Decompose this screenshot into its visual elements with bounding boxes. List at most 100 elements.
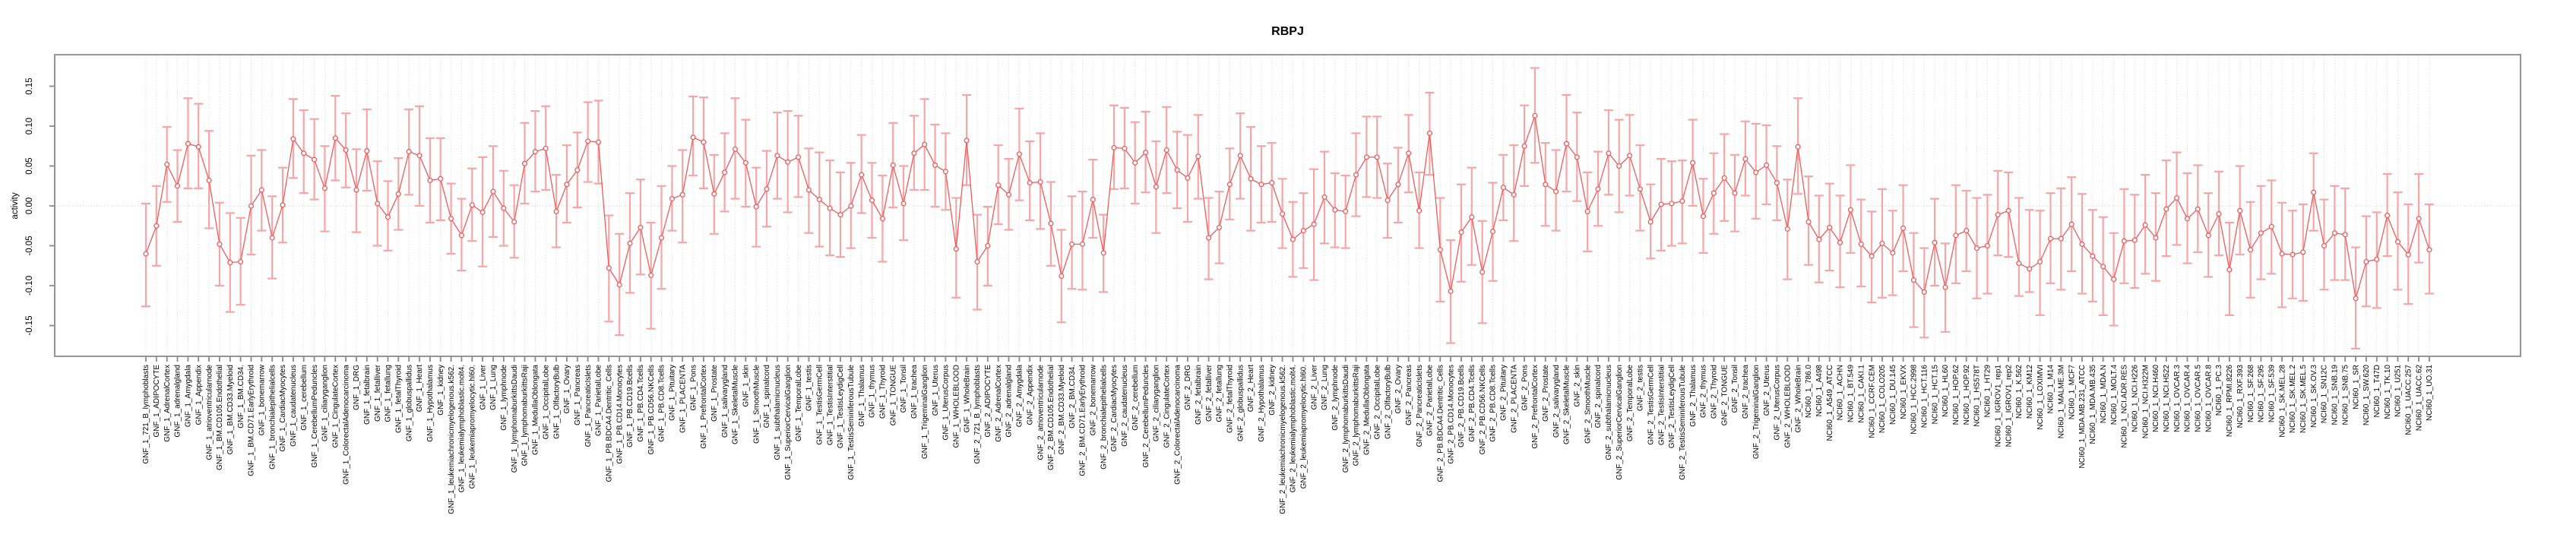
data-point [1059,273,1065,279]
data-point [1805,219,1812,225]
data-point [2279,251,2285,257]
data-point [1153,184,1159,190]
x-tick-label: GNF_1_Pons [689,365,698,411]
data-point [1984,242,1990,249]
x-tick-label: GNF_1_Heart [416,365,424,412]
x-tick-label: GNF_1_OlfactoryBulb [552,365,561,439]
x-tick-label: GNF_2_leukemialymphoblastic.molt4. [1290,365,1298,492]
x-tick-label: GNF_2_Uterus [1763,365,1771,416]
x-tick-label: GNF_1_SuperiorCervicalGanglion [784,365,793,480]
x-tick-label: NCI60_1_DU.145 [1889,365,1897,425]
data-point [585,138,591,144]
data-point [1753,169,1759,175]
x-tick-label: GNF_2_spinalcord [1594,365,1603,428]
x-tick-label: GNF_1_testis [805,365,814,411]
data-point [343,147,349,153]
x-tick-label: NCI60_1_LOXIMVI [2036,365,2045,430]
x-tick-label: GNF_1_lymphomaburkittsDaudi [511,365,519,473]
data-point [774,153,780,159]
data-point [385,214,391,220]
x-tick-label: GNF_2_fetalThyroid [1226,365,1235,433]
data-point [679,191,685,198]
x-tick-label: GNF_1_leukemiapromyelocytic.hl60. [469,365,477,489]
x-tick-label: GNF_1_TemporalLobe [795,365,803,442]
data-point [1248,175,1254,182]
data-point [217,241,223,247]
data-point [1016,151,1022,157]
x-tick-label: NCI60_1_UACC.62 [2415,365,2423,432]
x-tick-label: NCI60_1_HS578T [1973,365,1982,427]
data-point [532,149,538,155]
data-point [1100,250,1106,256]
data-point [1332,207,1338,213]
data-point [1932,239,1938,245]
x-tick-label: GNF_1_TestisSeminiferousTubule [847,365,856,480]
data-point [1637,186,1643,192]
data-point [1122,145,1128,151]
data-point [2385,213,2391,219]
x-tick-label: GNF_2_TestisLeydigCell [1668,365,1676,448]
data-point [2142,222,2148,228]
x-tick-label: GNF_2_atrioventricularnode [1036,365,1045,460]
data-point [1048,220,1054,226]
data-point [2047,236,2054,242]
data-point [1910,277,1916,283]
data-point [375,201,381,207]
error-bar [2014,197,2024,297]
x-tick-label: GNF_1_fetallung [385,365,393,422]
data-point [1679,198,1685,204]
x-tick-label: GNF_1_ColorectalAdenocarcinoma [342,365,350,485]
x-tick-label: GNF_1_721_B_lymphoblasts [142,365,150,464]
x-tick-label: NCI60_1_K.562 [2015,365,2024,419]
x-tick-label: GNF_1_Pituitary [669,365,677,421]
x-tick-label: NCI60_1_SF.268 [2247,365,2255,423]
x-tick-label: GNF_1_ParietalLobe [595,365,603,436]
data-point [1553,188,1559,194]
x-tick-label: GNF_1_CerebellumPeduncles [311,365,319,468]
data-point [1890,250,1896,256]
y-tick-label: 0.15 [25,77,34,94]
data-point [2131,237,2138,243]
x-tick-label: GNF_2_PB.CD19.Bcells [1457,365,1466,447]
data-point [1973,245,1980,251]
data-point [353,187,359,193]
data-point [1237,153,1243,159]
data-point [1816,236,1822,242]
x-tick-label: GNF_1_kidney [437,365,445,416]
data-point [1163,147,1169,153]
x-tick-label: GNF_1_PB.BDCA4.Dentritic_Cells [606,365,614,482]
x-tick-label: GNF_2_Tonsil [1731,365,1739,413]
x-tick-label: GNF_1_AdrenalCortex [163,365,172,442]
data-point [2342,232,2348,238]
data-point [1353,172,1359,178]
x-tick-label: GNF_1_WholeBrain [963,365,971,432]
data-point [1658,201,1664,207]
x-tick-label: GNF_1_leukemiachronicmyelogenous.k562. [448,365,456,514]
data-point [395,191,401,197]
data-point [1784,226,1790,232]
data-point [269,235,275,241]
data-point [1311,221,1317,227]
data-point [521,160,528,166]
data-point [1616,163,1622,169]
x-tick-label: GNF_1_BM.CD33.Myeloid [226,365,235,454]
x-tick-label: NCI60_1_SK.OV.3 [2310,365,2318,428]
data-point [1343,208,1349,214]
data-point [490,188,496,194]
x-tick-label: GNF_2_SkeletalMuscle [1563,365,1571,444]
x-tick-label: GNF_1_SmoothMuscle [752,365,761,444]
x-tick-label: NCI60_1_SW.620 [2362,365,2371,425]
x-tick-label: GNF_1_PrefrontalCortex [700,365,708,449]
x-tick-label: GNF_2_ColorectalAdenocarcinoma [1173,365,1182,485]
data-point [2153,235,2159,241]
x-tick-label: NCI60_1_PC.3 [2215,365,2223,416]
x-tick-label: GNF_1_fetalThyroid [395,365,403,433]
x-tick-label: NCI60_1_HCT.116 [1921,365,1929,428]
data-point [185,141,191,147]
data-point [1584,208,1590,214]
data-point [2394,239,2401,245]
x-tick-label: GNF_1_subthalamicnucleus [774,365,782,460]
data-point [195,144,201,150]
data-point [2363,258,2369,265]
data-point [1489,229,1496,235]
